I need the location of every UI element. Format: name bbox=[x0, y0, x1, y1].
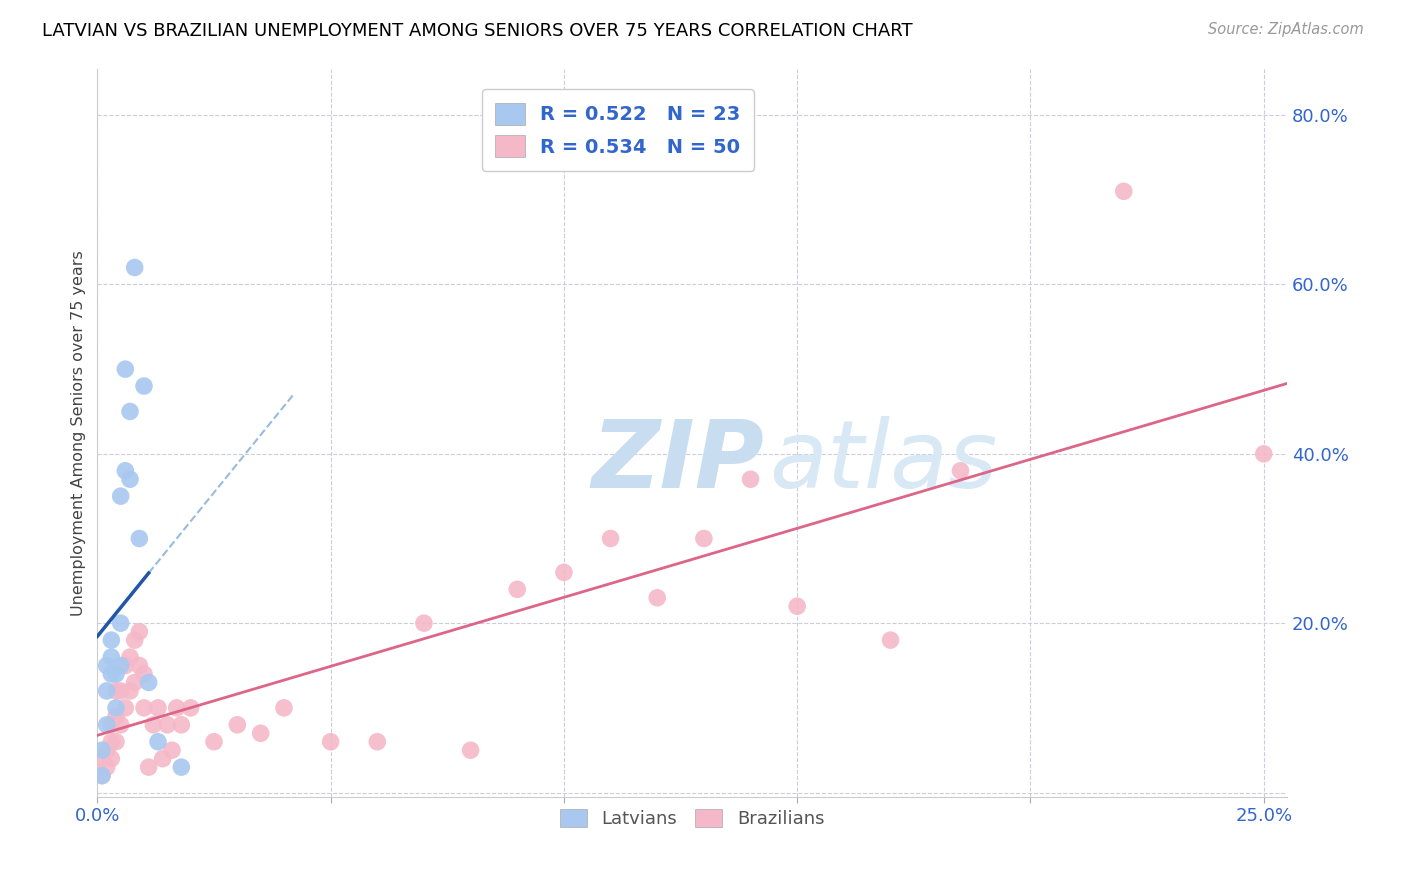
Point bbox=[118, 472, 141, 486]
Point bbox=[100, 718, 122, 732]
Point bbox=[138, 675, 160, 690]
Point bbox=[645, 591, 668, 605]
Point bbox=[91, 752, 114, 766]
Point bbox=[160, 743, 183, 757]
Point bbox=[110, 616, 132, 631]
Y-axis label: Unemployment Among Seniors over 75 years: Unemployment Among Seniors over 75 years bbox=[72, 250, 86, 615]
Point bbox=[118, 650, 141, 665]
Point bbox=[114, 701, 136, 715]
Point bbox=[413, 616, 436, 631]
Point bbox=[105, 667, 128, 681]
Point bbox=[105, 684, 128, 698]
Point bbox=[96, 743, 118, 757]
Point bbox=[118, 684, 141, 698]
Point bbox=[319, 735, 342, 749]
Point bbox=[128, 658, 150, 673]
Point bbox=[100, 633, 122, 648]
Point bbox=[273, 701, 295, 715]
Text: LATVIAN VS BRAZILIAN UNEMPLOYMENT AMONG SENIORS OVER 75 YEARS CORRELATION CHART: LATVIAN VS BRAZILIAN UNEMPLOYMENT AMONG … bbox=[42, 22, 912, 40]
Point bbox=[114, 464, 136, 478]
Point bbox=[506, 582, 529, 597]
Point bbox=[124, 260, 146, 275]
Point bbox=[693, 532, 716, 546]
Point bbox=[128, 624, 150, 639]
Point bbox=[91, 769, 114, 783]
Point bbox=[786, 599, 808, 614]
Point bbox=[180, 701, 202, 715]
Point bbox=[124, 633, 146, 648]
Point bbox=[110, 684, 132, 698]
Point bbox=[128, 532, 150, 546]
Point bbox=[124, 675, 146, 690]
Point bbox=[146, 701, 169, 715]
Point bbox=[202, 735, 225, 749]
Point bbox=[118, 404, 141, 418]
Point bbox=[599, 532, 621, 546]
Point bbox=[96, 718, 118, 732]
Point bbox=[142, 718, 165, 732]
Point bbox=[249, 726, 271, 740]
Point bbox=[110, 718, 132, 732]
Point bbox=[96, 658, 118, 673]
Legend: Latvians, Brazilians: Latvians, Brazilians bbox=[553, 801, 831, 835]
Text: Source: ZipAtlas.com: Source: ZipAtlas.com bbox=[1208, 22, 1364, 37]
Point bbox=[100, 752, 122, 766]
Point bbox=[170, 760, 193, 774]
Text: atlas: atlas bbox=[769, 417, 998, 508]
Point bbox=[91, 743, 114, 757]
Point bbox=[740, 472, 762, 486]
Point bbox=[1253, 447, 1275, 461]
Point bbox=[132, 701, 155, 715]
Point bbox=[100, 735, 122, 749]
Point bbox=[105, 735, 128, 749]
Point bbox=[114, 658, 136, 673]
Point bbox=[96, 684, 118, 698]
Point bbox=[132, 379, 155, 393]
Point bbox=[146, 735, 169, 749]
Point bbox=[96, 760, 118, 774]
Point bbox=[114, 362, 136, 376]
Point bbox=[132, 667, 155, 681]
Point bbox=[91, 769, 114, 783]
Point bbox=[553, 566, 575, 580]
Point bbox=[226, 718, 249, 732]
Point bbox=[110, 489, 132, 503]
Point bbox=[100, 650, 122, 665]
Point bbox=[1112, 184, 1135, 198]
Point bbox=[152, 752, 174, 766]
Point bbox=[170, 718, 193, 732]
Point bbox=[110, 658, 132, 673]
Point bbox=[879, 633, 901, 648]
Point bbox=[166, 701, 188, 715]
Point bbox=[460, 743, 482, 757]
Point bbox=[105, 709, 128, 723]
Text: ZIP: ZIP bbox=[591, 416, 763, 508]
Point bbox=[100, 667, 122, 681]
Point bbox=[949, 464, 972, 478]
Point bbox=[138, 760, 160, 774]
Point bbox=[105, 701, 128, 715]
Point bbox=[366, 735, 388, 749]
Point bbox=[156, 718, 179, 732]
